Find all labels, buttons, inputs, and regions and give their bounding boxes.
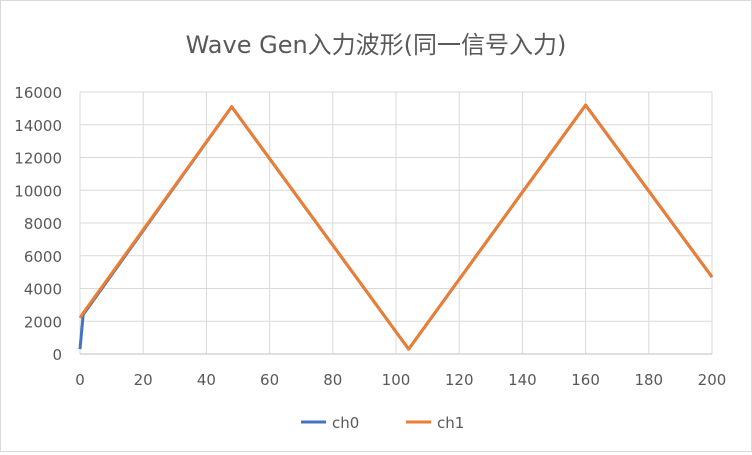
y-tick-label: 16000 <box>14 84 62 102</box>
x-tick-label: 200 <box>698 371 727 389</box>
x-tick-label: 120 <box>445 371 474 389</box>
x-tick-label: 160 <box>571 371 600 389</box>
legend-label-ch1: ch1 <box>437 414 464 432</box>
x-tick-label: 140 <box>508 371 537 389</box>
x-tick-label: 40 <box>197 371 216 389</box>
y-tick-label: 4000 <box>24 281 62 299</box>
x-tick-label: 60 <box>260 371 279 389</box>
x-tick-label: 0 <box>75 371 85 389</box>
x-tick-label: 80 <box>323 371 342 389</box>
y-tick-label: 2000 <box>24 313 62 331</box>
chart-title: Wave Gen入力波形(同一信号入力) <box>186 31 567 59</box>
y-tick-label: 10000 <box>14 182 62 200</box>
y-tick-label: 14000 <box>14 117 62 135</box>
legend-label-ch0: ch0 <box>332 414 359 432</box>
y-tick-label: 8000 <box>24 215 62 233</box>
x-tick-label: 180 <box>634 371 663 389</box>
y-tick-label: 0 <box>52 346 62 364</box>
y-tick-label: 12000 <box>14 150 62 168</box>
x-tick-label: 20 <box>134 371 153 389</box>
x-tick-label: 100 <box>382 371 411 389</box>
y-tick-label: 6000 <box>24 248 62 266</box>
series-line-ch1 <box>78 103 714 351</box>
